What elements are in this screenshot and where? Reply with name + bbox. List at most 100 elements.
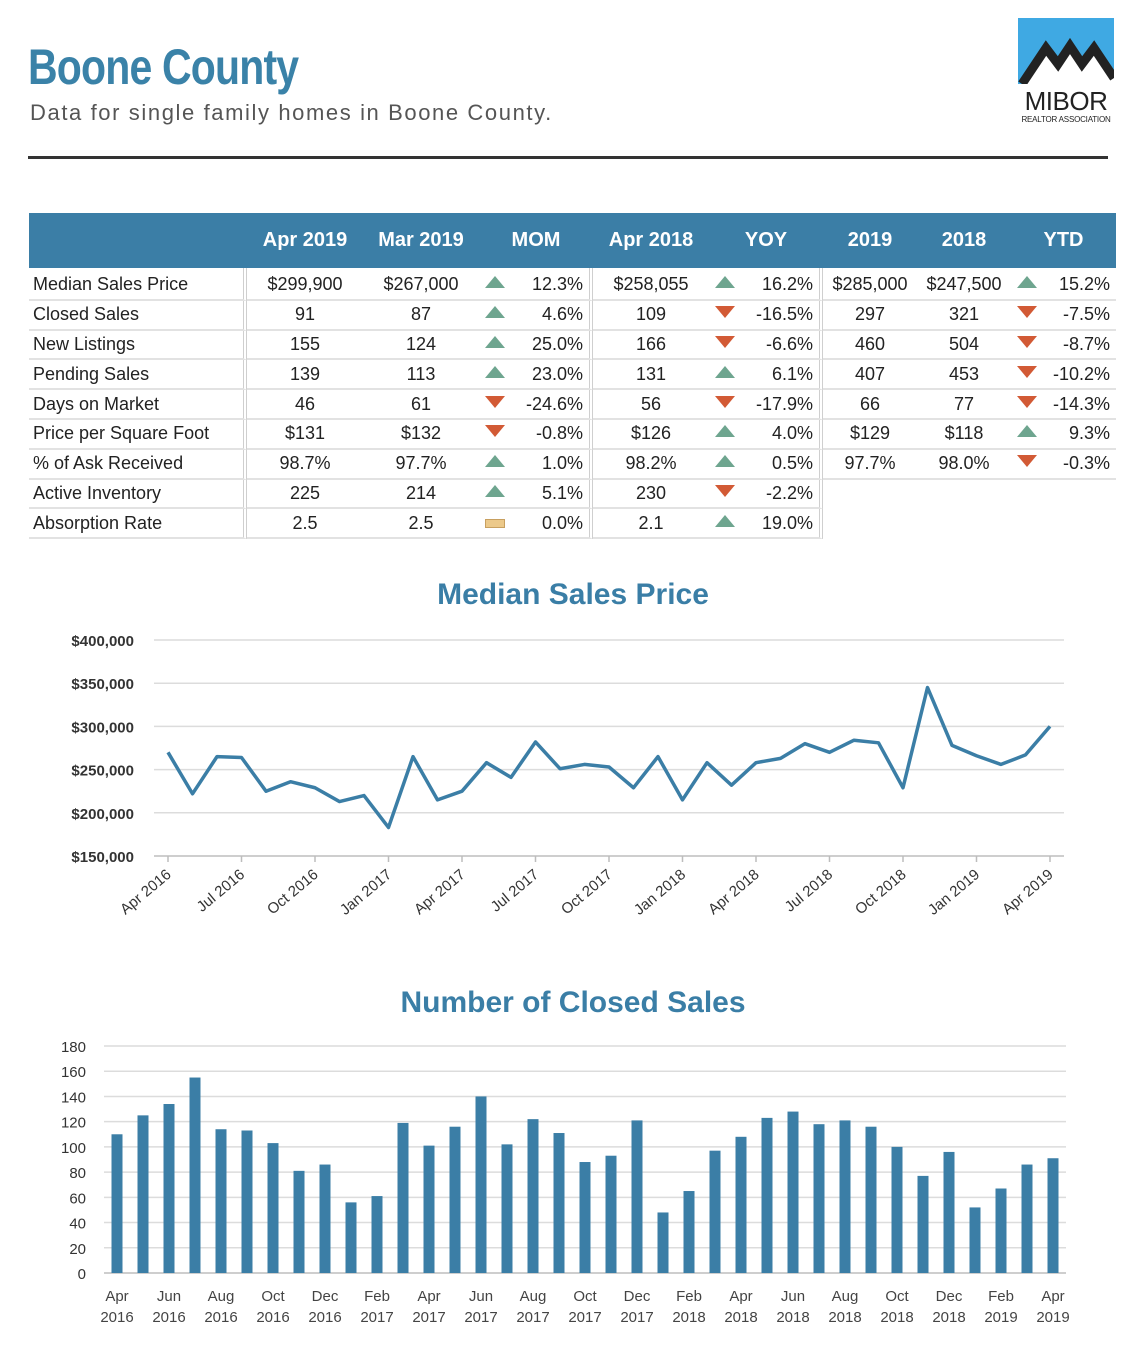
table-row: % of Ask Received 98.7% 97.7% 1.0% 98.2% 0.5%…	[29, 449, 1116, 480]
bar	[995, 1188, 1007, 1273]
x-tick-label-month: Oct	[885, 1288, 909, 1305]
x-tick-label: Jul 2016	[194, 866, 248, 915]
cell-text: $131	[284, 423, 326, 444]
x-tick-label-year: 2018	[672, 1309, 705, 1326]
x-tick-label-month: Jun	[781, 1288, 805, 1305]
bar	[215, 1129, 227, 1273]
yoy-change: 0.5%	[709, 449, 823, 480]
cell-text: 66	[859, 393, 881, 414]
y-tick-label: 100	[61, 1140, 86, 1157]
cell-text: 0.0%	[541, 512, 583, 533]
bar	[1021, 1164, 1033, 1273]
y-tick-label: $300,000	[71, 719, 134, 736]
y-tick-label: 140	[61, 1089, 86, 1106]
column-header: 2019	[823, 213, 917, 268]
cell-text: -0.3%	[1062, 453, 1110, 474]
down-arrow-icon	[715, 335, 735, 348]
mar-2019-value: 2.5	[363, 509, 479, 540]
cell-text: 56	[640, 393, 662, 414]
closed-sales-bar-chart: 0 20 40 60 80 100 120 140 160 180 Apr 2016 Jun 2016 Au…	[61, 1039, 1070, 1326]
cell-text: -14.3%	[1052, 393, 1110, 414]
cell-text: -2.2%	[765, 482, 813, 503]
mom-change: -0.8%	[479, 419, 593, 450]
cell-text: 23.0%	[531, 363, 583, 384]
cell-text: Absorption Rate	[33, 512, 163, 533]
bar	[163, 1104, 175, 1273]
apr-2018-value: 56	[593, 390, 709, 420]
cell-text: 214	[405, 482, 437, 503]
ytd-2019-value	[823, 509, 917, 539]
cell-text: 98.0%	[938, 453, 990, 474]
mibor-logo	[1018, 18, 1114, 126]
column-header: Apr 2018	[593, 213, 709, 268]
column-header: YOY	[709, 213, 823, 268]
ytd-2018-value	[917, 480, 1011, 510]
apr-2019-value: 46	[247, 390, 363, 420]
cell-text: 504	[948, 333, 980, 354]
down-arrow-icon	[1017, 306, 1037, 319]
apr-2019-value: 2.5	[247, 509, 363, 540]
bar	[917, 1175, 929, 1273]
ytd-change: -14.3%	[1011, 390, 1116, 420]
apr-2018-value: $258,055	[593, 268, 709, 301]
x-tick-label-month: Aug	[208, 1288, 235, 1305]
down-arrow-icon	[715, 395, 735, 408]
y-tick-label: 160	[61, 1064, 86, 1081]
column-header: MOM	[479, 213, 593, 268]
cell-text: 5.1%	[541, 482, 583, 503]
cell-text: 321	[948, 304, 980, 325]
apr-2019-value: 139	[247, 360, 363, 391]
bar	[189, 1077, 201, 1273]
yoy-change: 19.0%	[709, 509, 823, 540]
table-row: Price per Square Foot $131 $132 -0.8% $126 4.…	[29, 419, 1116, 450]
cell-text: 87	[410, 304, 432, 325]
cell-text: 155	[289, 333, 321, 354]
x-tick-label-month: Feb	[988, 1288, 1014, 1305]
cell-text: 131	[635, 363, 667, 384]
apr-2019-value: 225	[247, 480, 363, 510]
bar	[475, 1096, 487, 1273]
ytd-change: -0.3%	[1011, 450, 1116, 480]
cell-text: Pending Sales	[33, 363, 150, 384]
series-line	[166, 685, 1052, 830]
cell-text: 2.1	[638, 512, 664, 533]
x-tick-label-year: 2018	[880, 1309, 913, 1326]
ytd-2018-value: 321	[917, 301, 1011, 331]
mom-change: 25.0%	[479, 330, 593, 361]
down-arrow-icon	[715, 306, 735, 319]
apr-2018-value: 230	[593, 480, 709, 510]
ytd-2019-value: 297	[823, 301, 917, 331]
yoy-change: -6.6%	[709, 330, 823, 361]
cell-text: 9.3%	[1068, 423, 1110, 444]
ytd-change	[1011, 480, 1116, 510]
apr-2018-value: 2.1	[593, 509, 709, 540]
cell-text: $299,900	[267, 274, 343, 295]
mar-2019-value: 113	[363, 360, 479, 391]
x-tick-label: Jul 2017	[488, 866, 542, 915]
bar	[397, 1122, 409, 1273]
down-arrow-icon	[1017, 455, 1037, 468]
mar-2019-value: 87	[363, 301, 479, 331]
x-tick-label-month: Aug	[520, 1288, 547, 1305]
cell-text: % of Ask Received	[33, 453, 184, 474]
y-tick-label: $250,000	[71, 763, 134, 780]
cell-text: 91	[294, 304, 316, 325]
x-tick-label-year: 2017	[620, 1309, 653, 1326]
cell-text: 16.2%	[761, 274, 813, 295]
x-tick-label-year: 2017	[412, 1309, 445, 1326]
cell-text: 1.0%	[541, 453, 583, 474]
up-arrow-icon	[715, 276, 735, 289]
bar	[553, 1133, 565, 1273]
ytd-2019-value	[823, 480, 917, 510]
x-tick-label-year: 2016	[152, 1309, 185, 1326]
x-tick-label-year: 2017	[568, 1309, 601, 1326]
bar	[839, 1120, 851, 1273]
ytd-2019-value: 97.7%	[823, 450, 917, 480]
mar-2019-value: 214	[363, 480, 479, 510]
ytd-change: 9.3%	[1011, 420, 1116, 450]
x-tick-label-month: Apr	[1041, 1288, 1064, 1305]
table-row: New Listings 155 124 25.0% 166 -6.6% 460 504 -8.…	[29, 330, 1116, 361]
cell-text: $267,000	[383, 274, 459, 295]
bar	[657, 1212, 669, 1273]
yoy-change: -2.2%	[709, 479, 823, 510]
